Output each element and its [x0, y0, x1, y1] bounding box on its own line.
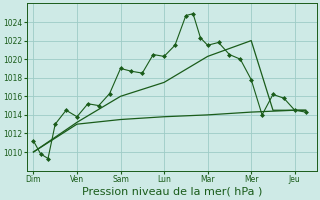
X-axis label: Pression niveau de la mer( hPa ): Pression niveau de la mer( hPa ) — [82, 187, 262, 197]
